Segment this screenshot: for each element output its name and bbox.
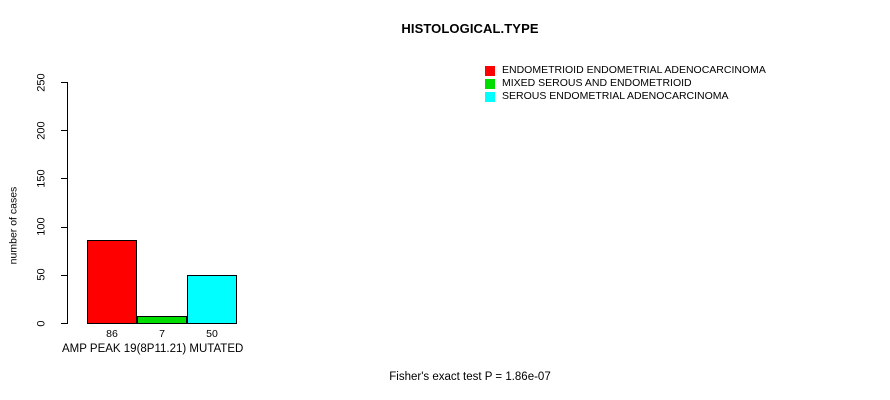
y-axis-tick [61,178,67,180]
y-axis-tick [61,274,67,276]
y-axis-tick [61,82,67,83]
legend-item[interactable]: MIXED SEROUS AND ENDOMETRIOID [485,76,885,90]
legend-swatch-icon [485,91,495,102]
y-axis-tick-label: 0 [35,319,48,327]
y-axis-title: number of cases [7,186,20,265]
y-axis-line [67,82,68,324]
footer-note-text: Fisher's exact test P = 1.86e-07 [389,371,551,383]
bar[interactable] [87,240,137,324]
y-axis-tick-label: 150 [35,169,48,188]
y-axis-tick [61,130,67,132]
legend-item-label: SEROUS ENDOMETRIAL ADENOCARCINOMA [502,89,729,102]
legend-swatch-icon [485,66,495,76]
bar[interactable] [137,316,187,324]
bar-value-label: 7 [159,328,165,340]
legend: ENDOMETRIOID ENDOMETRIAL ADENOCARCINOMA M… [485,64,885,104]
y-axis-tick [61,226,67,228]
y-axis-tick-label: 100 [35,217,48,236]
bar[interactable] [187,274,237,324]
y-axis-tick-label: 50 [35,268,48,281]
bar-value-label: 50 [206,328,218,340]
legend-item-label: ENDOMETRIOID ENDOMETRIAL ADENOCARCINOMA [502,64,766,76]
y-axis-tick [61,323,67,324]
chart-title-text: HISTOLOGICAL.TYPE [401,21,539,36]
bar-value-label: 86 [106,328,118,340]
legend-swatch-icon [485,78,495,89]
legend-item[interactable]: SEROUS ENDOMETRIAL ADENOCARCINOMA [485,89,885,103]
footer-note: Fisher's exact test P = 1.86e-07 [0,371,890,383]
page-title: HISTOLOGICAL.TYPE [0,21,890,36]
legend-item-label: MIXED SEROUS AND ENDOMETRIOID [502,76,692,89]
y-axis-tick-label: 250 [35,72,48,92]
plot-area: 0 50 100 150 200 250 number of cases 86 7 50 AM… [7,72,244,355]
y-axis-tick-label: 200 [35,121,48,140]
legend-item[interactable]: ENDOMETRIOID ENDOMETRIAL ADENOCARCINOMA [485,64,885,77]
x-axis-group-label: AMP PEAK 19(8P11.21) MUTATED [62,343,244,355]
